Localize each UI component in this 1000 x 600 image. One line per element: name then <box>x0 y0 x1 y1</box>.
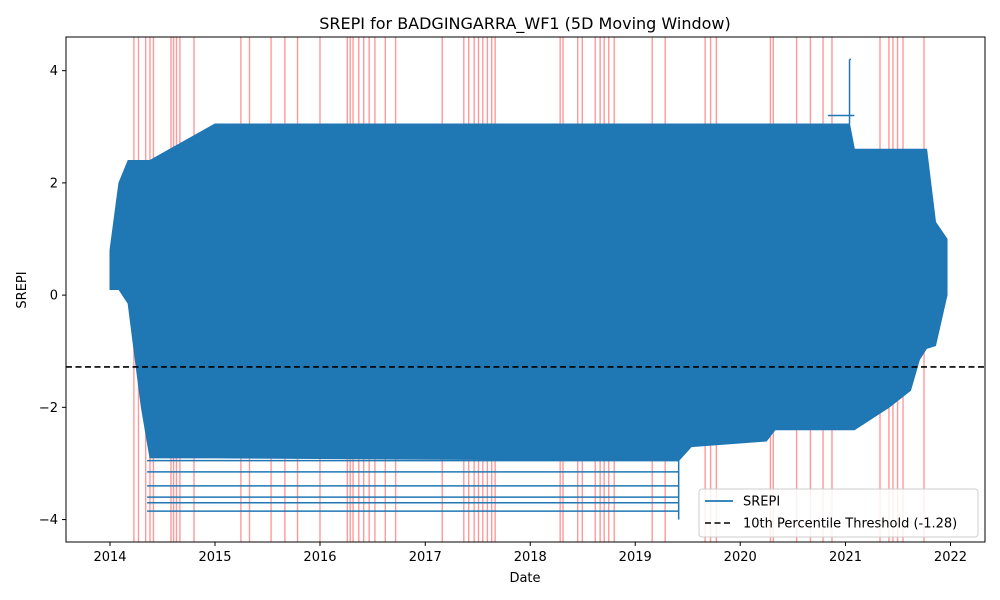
srepi-series-band <box>109 123 948 462</box>
x-tick-label: 2017 <box>409 550 442 565</box>
x-tick-label: 2014 <box>93 550 126 565</box>
legend-label: 10th Percentile Threshold (-1.28) <box>743 517 957 532</box>
x-tick-label: 2016 <box>303 550 336 565</box>
y-axis-label: SREPI <box>15 271 30 308</box>
chart-title: SREPI for BADGINGARRA_WF1 (5D Moving Win… <box>319 14 730 34</box>
y-tick-label: 4 <box>50 64 58 79</box>
plot-frame <box>65 36 986 543</box>
legend-label: SREPI <box>743 495 780 510</box>
legend: SREPI 10th Percentile Threshold (-1.28) <box>698 488 979 538</box>
x-tick-label: 2022 <box>934 550 967 565</box>
y-axis-ticks: −4 −2 0 2 4 <box>39 64 66 528</box>
x-tick-label: 2015 <box>198 550 231 565</box>
srepi-series <box>109 58 948 520</box>
x-tick-label: 2021 <box>829 550 862 565</box>
legend-box <box>698 488 979 538</box>
y-tick-label: 2 <box>50 176 58 191</box>
y-tick-label: −4 <box>39 513 58 528</box>
x-tick-label: 2019 <box>619 550 652 565</box>
y-tick-label: −2 <box>39 401 58 416</box>
x-tick-label: 2018 <box>514 550 547 565</box>
x-axis-label: Date <box>509 571 540 586</box>
x-tick-label: 2020 <box>724 550 757 565</box>
x-axis-ticks: 2014 2015 2016 2017 2018 2019 2020 2021 2022 <box>93 542 967 565</box>
y-tick-label: 0 <box>50 289 58 304</box>
